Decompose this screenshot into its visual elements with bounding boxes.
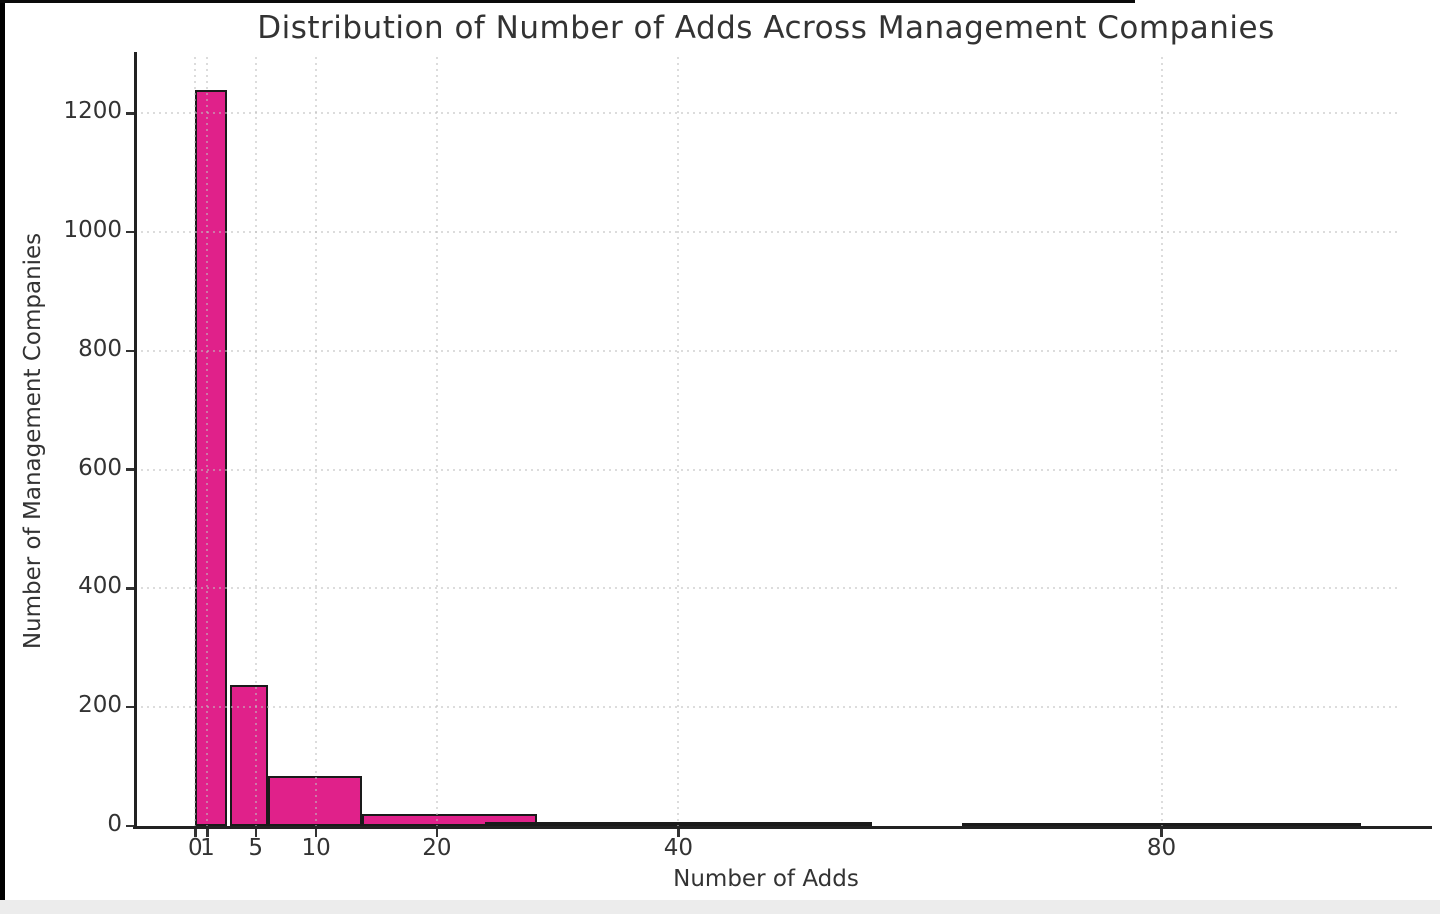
histogram-bar xyxy=(195,89,227,826)
y-gridline xyxy=(135,706,1397,709)
screenshot-bottom-strip xyxy=(0,900,1440,914)
y-tick-label: 1000 xyxy=(63,217,122,244)
y-gridline xyxy=(135,349,1397,352)
y-tick-label: 200 xyxy=(78,692,122,719)
x-tick-label: 20 xyxy=(422,835,452,861)
y-axis-spine xyxy=(134,52,137,829)
y-gridline xyxy=(135,231,1397,234)
x-gridline xyxy=(435,57,438,826)
y-tick-mark xyxy=(126,349,134,353)
x-axis-spine xyxy=(133,826,1432,829)
x-gridline xyxy=(194,57,197,826)
x-tick-mark xyxy=(435,829,439,837)
y-tick-label: 800 xyxy=(78,335,122,362)
y-tick-mark xyxy=(126,824,134,828)
y-tick-mark xyxy=(126,230,134,234)
x-tick-label: 1 xyxy=(200,835,215,861)
y-gridline xyxy=(135,468,1397,471)
x-tick-label: 5 xyxy=(248,835,264,861)
y-tick-label: 1200 xyxy=(63,98,122,125)
x-tick-label: 80 xyxy=(1146,835,1177,861)
screenshot-frame-left xyxy=(0,0,5,900)
x-tick-mark xyxy=(314,829,318,837)
y-tick-label: 400 xyxy=(78,573,122,600)
y-tick-label: 0 xyxy=(107,811,122,837)
y-tick-mark xyxy=(126,468,134,471)
x-tick-mark xyxy=(254,829,257,837)
y-gridline xyxy=(135,112,1397,115)
y-tick-mark xyxy=(126,112,134,115)
y-tick-mark xyxy=(126,705,134,709)
x-gridline xyxy=(206,57,209,826)
y-tick-label: 600 xyxy=(78,454,122,481)
x-gridline xyxy=(315,57,318,826)
x-tick-mark xyxy=(194,829,197,837)
x-gridline xyxy=(677,57,680,826)
x-gridline xyxy=(254,57,257,826)
y-tick-mark xyxy=(126,587,134,590)
screenshot-frame-top xyxy=(0,0,1135,3)
histogram-bar xyxy=(230,685,268,826)
x-tick-label: 0 xyxy=(188,835,203,861)
x-gridline xyxy=(1160,57,1163,826)
x-tick-mark xyxy=(677,829,680,837)
histogram-bar xyxy=(362,814,538,826)
histogram-bar xyxy=(267,776,363,826)
x-tick-label: 10 xyxy=(301,835,331,861)
y-gridline xyxy=(135,587,1397,590)
x-tick-mark xyxy=(206,829,209,837)
x-tick-label: 40 xyxy=(663,835,694,861)
chart-title: Distribution of Number of Adds Across Ma… xyxy=(257,10,1275,46)
x-axis-label: Number of Adds xyxy=(673,866,859,892)
x-tick-mark xyxy=(1160,829,1163,837)
